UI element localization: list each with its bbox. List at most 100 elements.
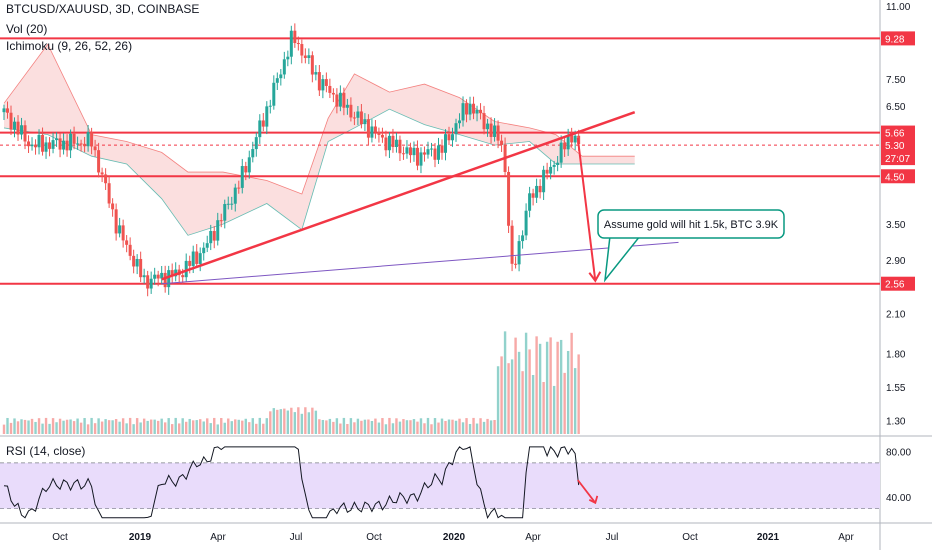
volume-bar [100,421,104,434]
candle-body [296,43,300,45]
candle-body [521,235,525,242]
volume-bar [111,420,114,434]
candle-body [535,185,539,198]
volume-bar [37,418,41,434]
candle-body [338,92,342,107]
volume-bar [426,417,430,434]
volume-bar [65,419,69,434]
candle-body [146,275,150,289]
price-badge-label: 5.66 [885,129,905,140]
volume-bar [58,418,62,434]
candle-body [79,143,83,145]
candle-body [573,135,577,143]
price-badge [881,276,915,291]
candle-body [314,72,318,75]
volume-legend[interactable]: Vol (20) [6,22,48,36]
candle-body [549,166,553,174]
volume-bar [132,424,135,434]
price-badge [881,169,915,184]
candle-body [556,162,560,165]
price-tick-label: 7.50 [886,75,906,86]
candle-body [566,135,570,150]
candle-body [307,55,311,59]
candle-body [493,125,497,137]
candle-body [524,210,528,236]
volume-bar [265,418,268,434]
candle-body [233,187,237,204]
volume-bar [269,411,272,434]
volume-bar [185,421,188,434]
volume-bar [135,418,139,434]
volume-bar [395,418,398,434]
candle-body [240,166,244,188]
candle-body [114,209,118,234]
volume-bar [563,372,566,434]
symbol-legend[interactable]: BTCUSD/XAUUSD, 3D, COINBASE [6,2,200,16]
candle-body [48,142,52,149]
candle-body [58,138,62,150]
candle-body [401,153,405,155]
candle-body [394,139,398,148]
candle-body [244,166,248,173]
rsi-line [3,445,580,519]
candle-body [384,137,388,151]
time-tick-label: Jul [290,532,303,543]
volume-bar [325,420,328,434]
candle-body [167,270,171,288]
candle-body [13,121,17,130]
volume-bar [167,418,170,434]
volume-bar [423,423,426,434]
volume-bar [104,419,107,434]
price-tick-label: 2.90 [886,256,906,267]
price-badge-label: 4.50 [885,172,905,183]
volume-bar [447,419,451,434]
candle-body [90,132,94,147]
volume-bar [318,419,321,434]
candle-body [282,59,286,75]
price-badge [881,138,915,153]
volume-bar [514,337,517,434]
time-tick-label: Apr [838,532,854,543]
volume-bar [6,417,9,434]
candle-body [324,79,328,86]
volume-bar [34,421,37,434]
candle-body [226,203,230,205]
volume-bar [283,408,286,434]
candle-body [9,112,13,130]
volume-bar [258,417,261,434]
volume-bar [409,420,412,434]
volume-bar [76,418,79,434]
candle-body [310,55,314,75]
volume-bar [146,420,149,434]
volume-bar [223,422,226,434]
volume-bar [178,423,181,434]
candle-body [205,243,209,248]
volume-bar [44,417,48,434]
volume-bar [290,407,293,434]
candle-body [104,174,108,184]
rsi-legend[interactable]: RSI (14, close) [6,444,86,458]
volume-bar [174,417,177,434]
candle-body [479,109,483,114]
candle-body [419,152,423,166]
candle-body [41,134,45,152]
volume-bar [2,424,6,434]
volume-bar [51,418,55,434]
candle-body [538,185,542,193]
candle-body [174,269,178,277]
volume-bar [9,422,13,434]
volume-bar [482,421,486,434]
ichimoku-legend[interactable]: Ichimoku (9, 26, 52, 26) [6,39,133,53]
volume-bar [384,424,388,434]
candle-body [111,203,115,210]
candle-body [440,145,444,153]
candle-body [118,225,122,234]
candle-body [377,132,381,135]
volume-bar [90,417,93,434]
volume-bar [20,419,23,434]
candle-body [247,157,251,173]
candle-body [100,172,104,175]
volume-bar [475,423,479,434]
price-tick-label: 11.00 [886,2,911,13]
